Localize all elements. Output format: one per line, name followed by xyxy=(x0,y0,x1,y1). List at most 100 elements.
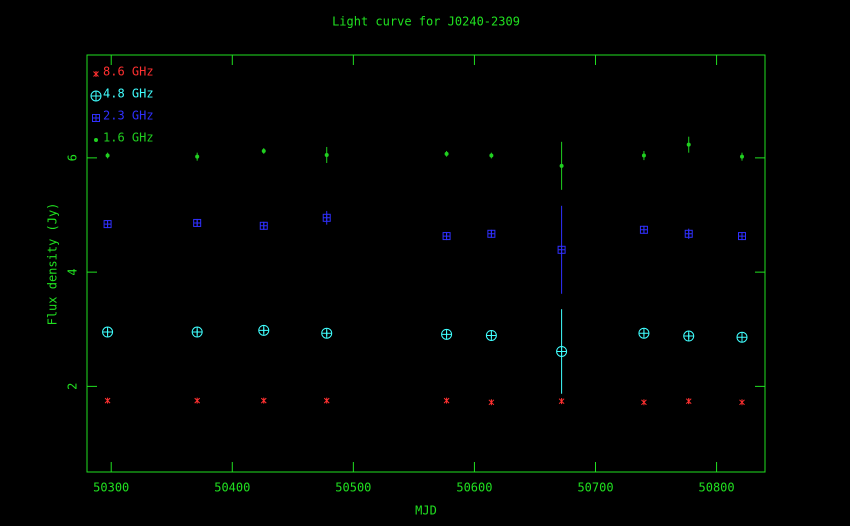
data-point xyxy=(739,399,745,406)
marker-shape xyxy=(559,163,564,168)
legend-label: 4.8 GHz xyxy=(103,87,154,101)
marker-shape xyxy=(323,214,331,222)
marker-shape xyxy=(638,328,649,339)
legend-label: 1.6 GHz xyxy=(103,131,154,145)
data-point xyxy=(736,331,748,343)
data-point xyxy=(487,229,496,238)
x-tick-label: 50700 xyxy=(577,481,613,495)
data-point xyxy=(195,154,200,159)
data-point xyxy=(322,213,331,222)
marker-shape xyxy=(323,397,330,404)
x-tick-label: 50400 xyxy=(214,481,250,495)
data-point xyxy=(441,328,453,340)
marker-shape xyxy=(104,397,111,404)
data-point xyxy=(105,153,110,158)
x-tick-label: 50500 xyxy=(335,481,371,495)
marker-shape xyxy=(558,398,565,405)
data-point xyxy=(489,153,494,158)
marker-shape xyxy=(686,142,691,147)
x-tick-label: 50300 xyxy=(93,481,129,495)
legend-marker xyxy=(90,90,102,102)
marker-shape xyxy=(685,230,693,238)
marker-shape xyxy=(739,399,745,406)
y-tick-label: 6 xyxy=(66,154,80,161)
data-point xyxy=(193,218,202,227)
data-point xyxy=(191,326,203,338)
data-point xyxy=(556,345,568,357)
marker-shape xyxy=(104,220,112,228)
y-axis-label: Flux density (Jy) xyxy=(46,203,60,326)
data-point xyxy=(444,151,449,156)
legend-label: 2.3 GHz xyxy=(103,109,154,123)
marker-shape xyxy=(94,138,98,142)
y-tick-label: 4 xyxy=(66,268,80,275)
marker-shape xyxy=(441,329,452,340)
plot-frame xyxy=(86,54,766,473)
legend-marker xyxy=(92,114,100,122)
marker-shape xyxy=(489,153,494,158)
legend-label: 8.6 GHz xyxy=(103,65,154,79)
data-point xyxy=(488,399,495,406)
data-point xyxy=(558,398,565,405)
data-point xyxy=(639,225,648,234)
legend-marker xyxy=(94,138,98,142)
legend-marker xyxy=(93,71,99,77)
data-point xyxy=(194,397,201,404)
data-point xyxy=(685,398,692,405)
data-point xyxy=(258,324,270,336)
data-point xyxy=(684,229,693,238)
data-point xyxy=(686,142,691,147)
marker-shape xyxy=(443,232,451,240)
data-point xyxy=(737,232,746,241)
data-point xyxy=(261,148,266,153)
marker-shape xyxy=(641,399,647,406)
marker-shape xyxy=(92,114,100,122)
data-point xyxy=(323,397,330,404)
marker-shape xyxy=(261,148,266,153)
chart-title: Light curve for J0240-2309 xyxy=(332,15,520,29)
marker-shape xyxy=(102,327,113,338)
marker-shape xyxy=(739,154,744,159)
data-point xyxy=(638,327,650,339)
x-tick-label: 50800 xyxy=(699,481,735,495)
marker-shape xyxy=(685,398,692,405)
marker-shape xyxy=(738,232,746,240)
marker-shape xyxy=(488,399,495,406)
marker-shape xyxy=(324,152,329,157)
data-point xyxy=(260,397,267,404)
data-point xyxy=(442,232,451,241)
data-point xyxy=(443,397,450,404)
marker-shape xyxy=(91,91,101,101)
data-point xyxy=(324,152,329,157)
marker-shape xyxy=(444,151,449,156)
x-tick-label: 50600 xyxy=(456,481,492,495)
marker-shape xyxy=(443,397,450,404)
marker-shape xyxy=(93,71,99,77)
data-point xyxy=(739,154,744,159)
marker-shape xyxy=(641,153,646,158)
marker-shape xyxy=(258,325,269,336)
data-point xyxy=(321,327,333,339)
y-tick-label: 2 xyxy=(66,383,80,390)
data-point xyxy=(259,221,268,230)
marker-shape xyxy=(487,230,495,238)
data-point xyxy=(104,397,111,404)
marker-shape xyxy=(640,226,648,234)
marker-shape xyxy=(105,153,110,158)
data-point xyxy=(559,163,564,168)
marker-shape xyxy=(683,331,694,342)
marker-shape xyxy=(194,397,201,404)
data-point xyxy=(557,245,566,254)
data-point xyxy=(683,330,695,342)
marker-shape xyxy=(486,330,497,341)
marker-shape xyxy=(321,328,332,339)
marker-shape xyxy=(260,222,268,230)
marker-shape xyxy=(193,219,201,227)
data-point xyxy=(641,399,647,406)
x-axis-label: MJD xyxy=(415,504,437,518)
marker-shape xyxy=(192,327,203,338)
data-point xyxy=(485,329,497,341)
marker-shape xyxy=(556,346,567,357)
